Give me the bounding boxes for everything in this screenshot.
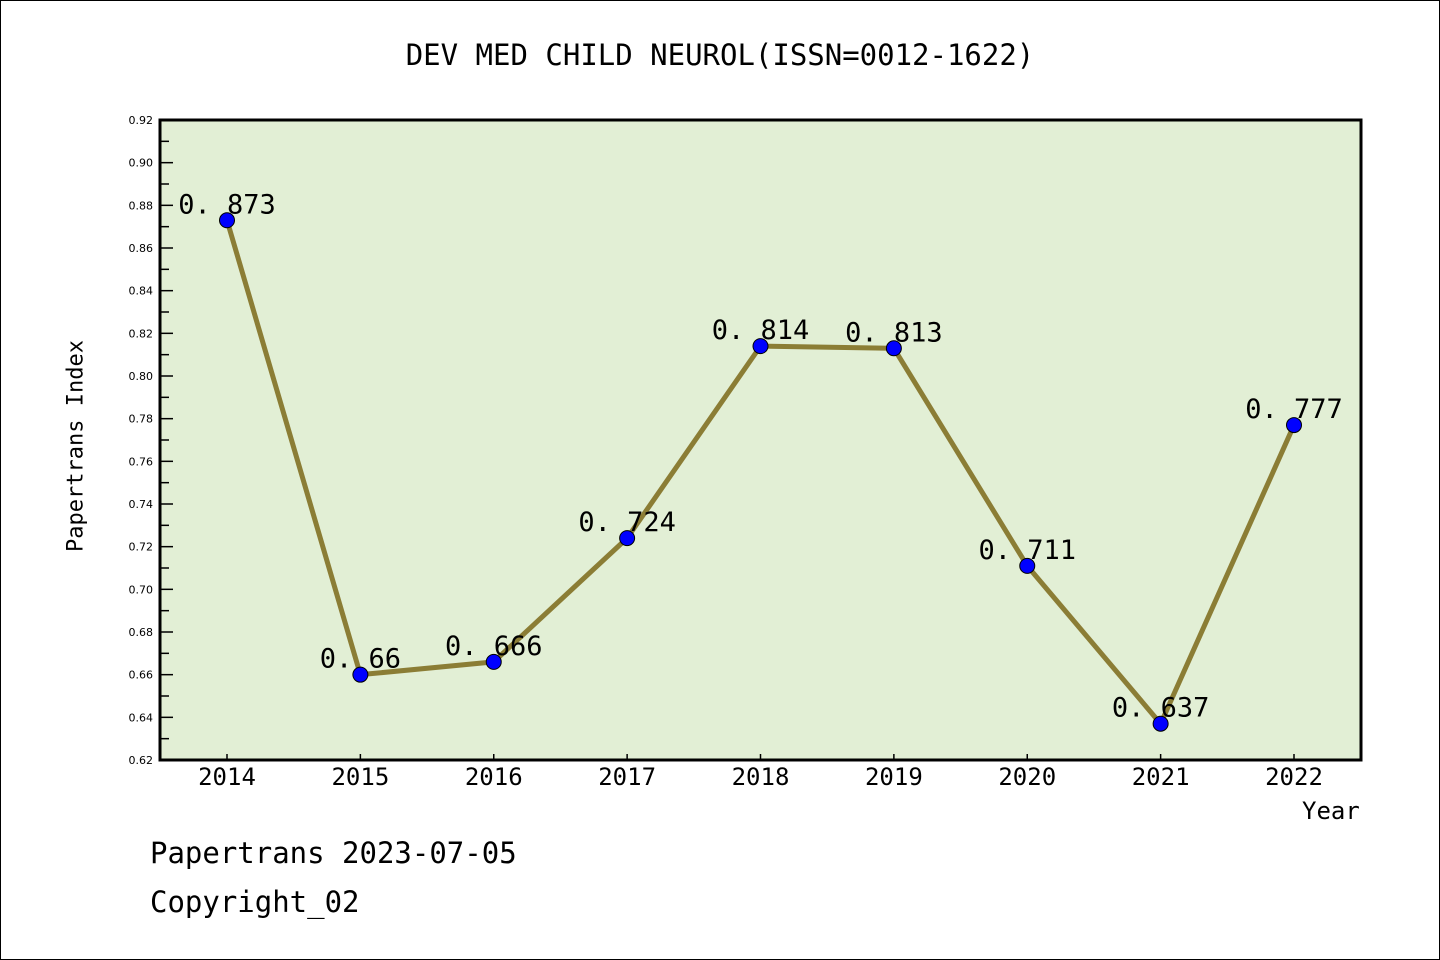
y-tick-label: 0.74	[129, 498, 154, 511]
data-label: 0. 873	[178, 189, 276, 220]
data-label: 0. 724	[578, 507, 676, 538]
footer-date: Papertrans 2023-07-05	[150, 836, 517, 870]
plot-area	[160, 120, 1361, 760]
data-point	[1152, 715, 1169, 732]
y-axis-label: Papertrans Index	[63, 340, 89, 552]
footer-copyright: Copyright_02	[150, 885, 360, 919]
x-tick-label: 2021	[1132, 763, 1190, 791]
x-tick-label: 2015	[331, 763, 389, 791]
data-label: 0. 814	[712, 315, 810, 346]
y-tick-label: 0.76	[129, 455, 154, 468]
y-tick-label: 0.68	[129, 626, 154, 639]
x-axis-label: Year	[1302, 797, 1360, 825]
data-point	[219, 212, 235, 229]
data-point	[752, 338, 769, 355]
y-tick-label: 0.70	[129, 583, 154, 596]
data-point	[1286, 417, 1302, 434]
data-point	[619, 530, 636, 547]
data-label: 0. 66	[320, 644, 401, 675]
x-tick-label: 2020	[998, 763, 1056, 791]
y-tick-label: 0.88	[129, 199, 154, 212]
x-tick-label: 2014	[198, 763, 256, 791]
data-point	[1019, 557, 1036, 574]
data-point	[485, 653, 502, 670]
y-tick-label: 0.66	[129, 669, 154, 682]
y-tick-label: 0.80	[129, 370, 154, 383]
plot-border	[158, 118, 1363, 762]
data-label: 0. 637	[1112, 693, 1210, 724]
x-tick-label: 2016	[465, 763, 523, 791]
y-tick-label: 0.72	[129, 541, 154, 554]
y-tick-label: 0.92	[129, 114, 154, 127]
chart-title: DEV MED CHILD NEUROL(ISSN=0012-1622)	[405, 38, 1035, 72]
x-tick-label: 2019	[865, 763, 923, 791]
y-tick-label: 0.62	[129, 754, 154, 767]
data-point	[885, 340, 902, 357]
data-label: 0. 813	[845, 317, 943, 348]
x-tick-label: 2017	[598, 763, 656, 791]
y-tick-label: 0.78	[129, 413, 154, 426]
data-label: 0. 666	[445, 631, 543, 662]
y-tick-label: 0.86	[129, 242, 154, 255]
y-tick-label: 0.82	[129, 327, 154, 340]
x-tick-label: 2018	[732, 763, 790, 791]
y-tick-label: 0.84	[129, 285, 154, 298]
y-tick-label: 0.64	[129, 711, 154, 724]
data-label: 0. 711	[978, 535, 1076, 566]
data-label: 0. 777	[1245, 394, 1343, 425]
data-point	[352, 666, 369, 683]
y-tick-label: 0.90	[129, 157, 154, 170]
x-tick-label: 2022	[1265, 763, 1323, 791]
